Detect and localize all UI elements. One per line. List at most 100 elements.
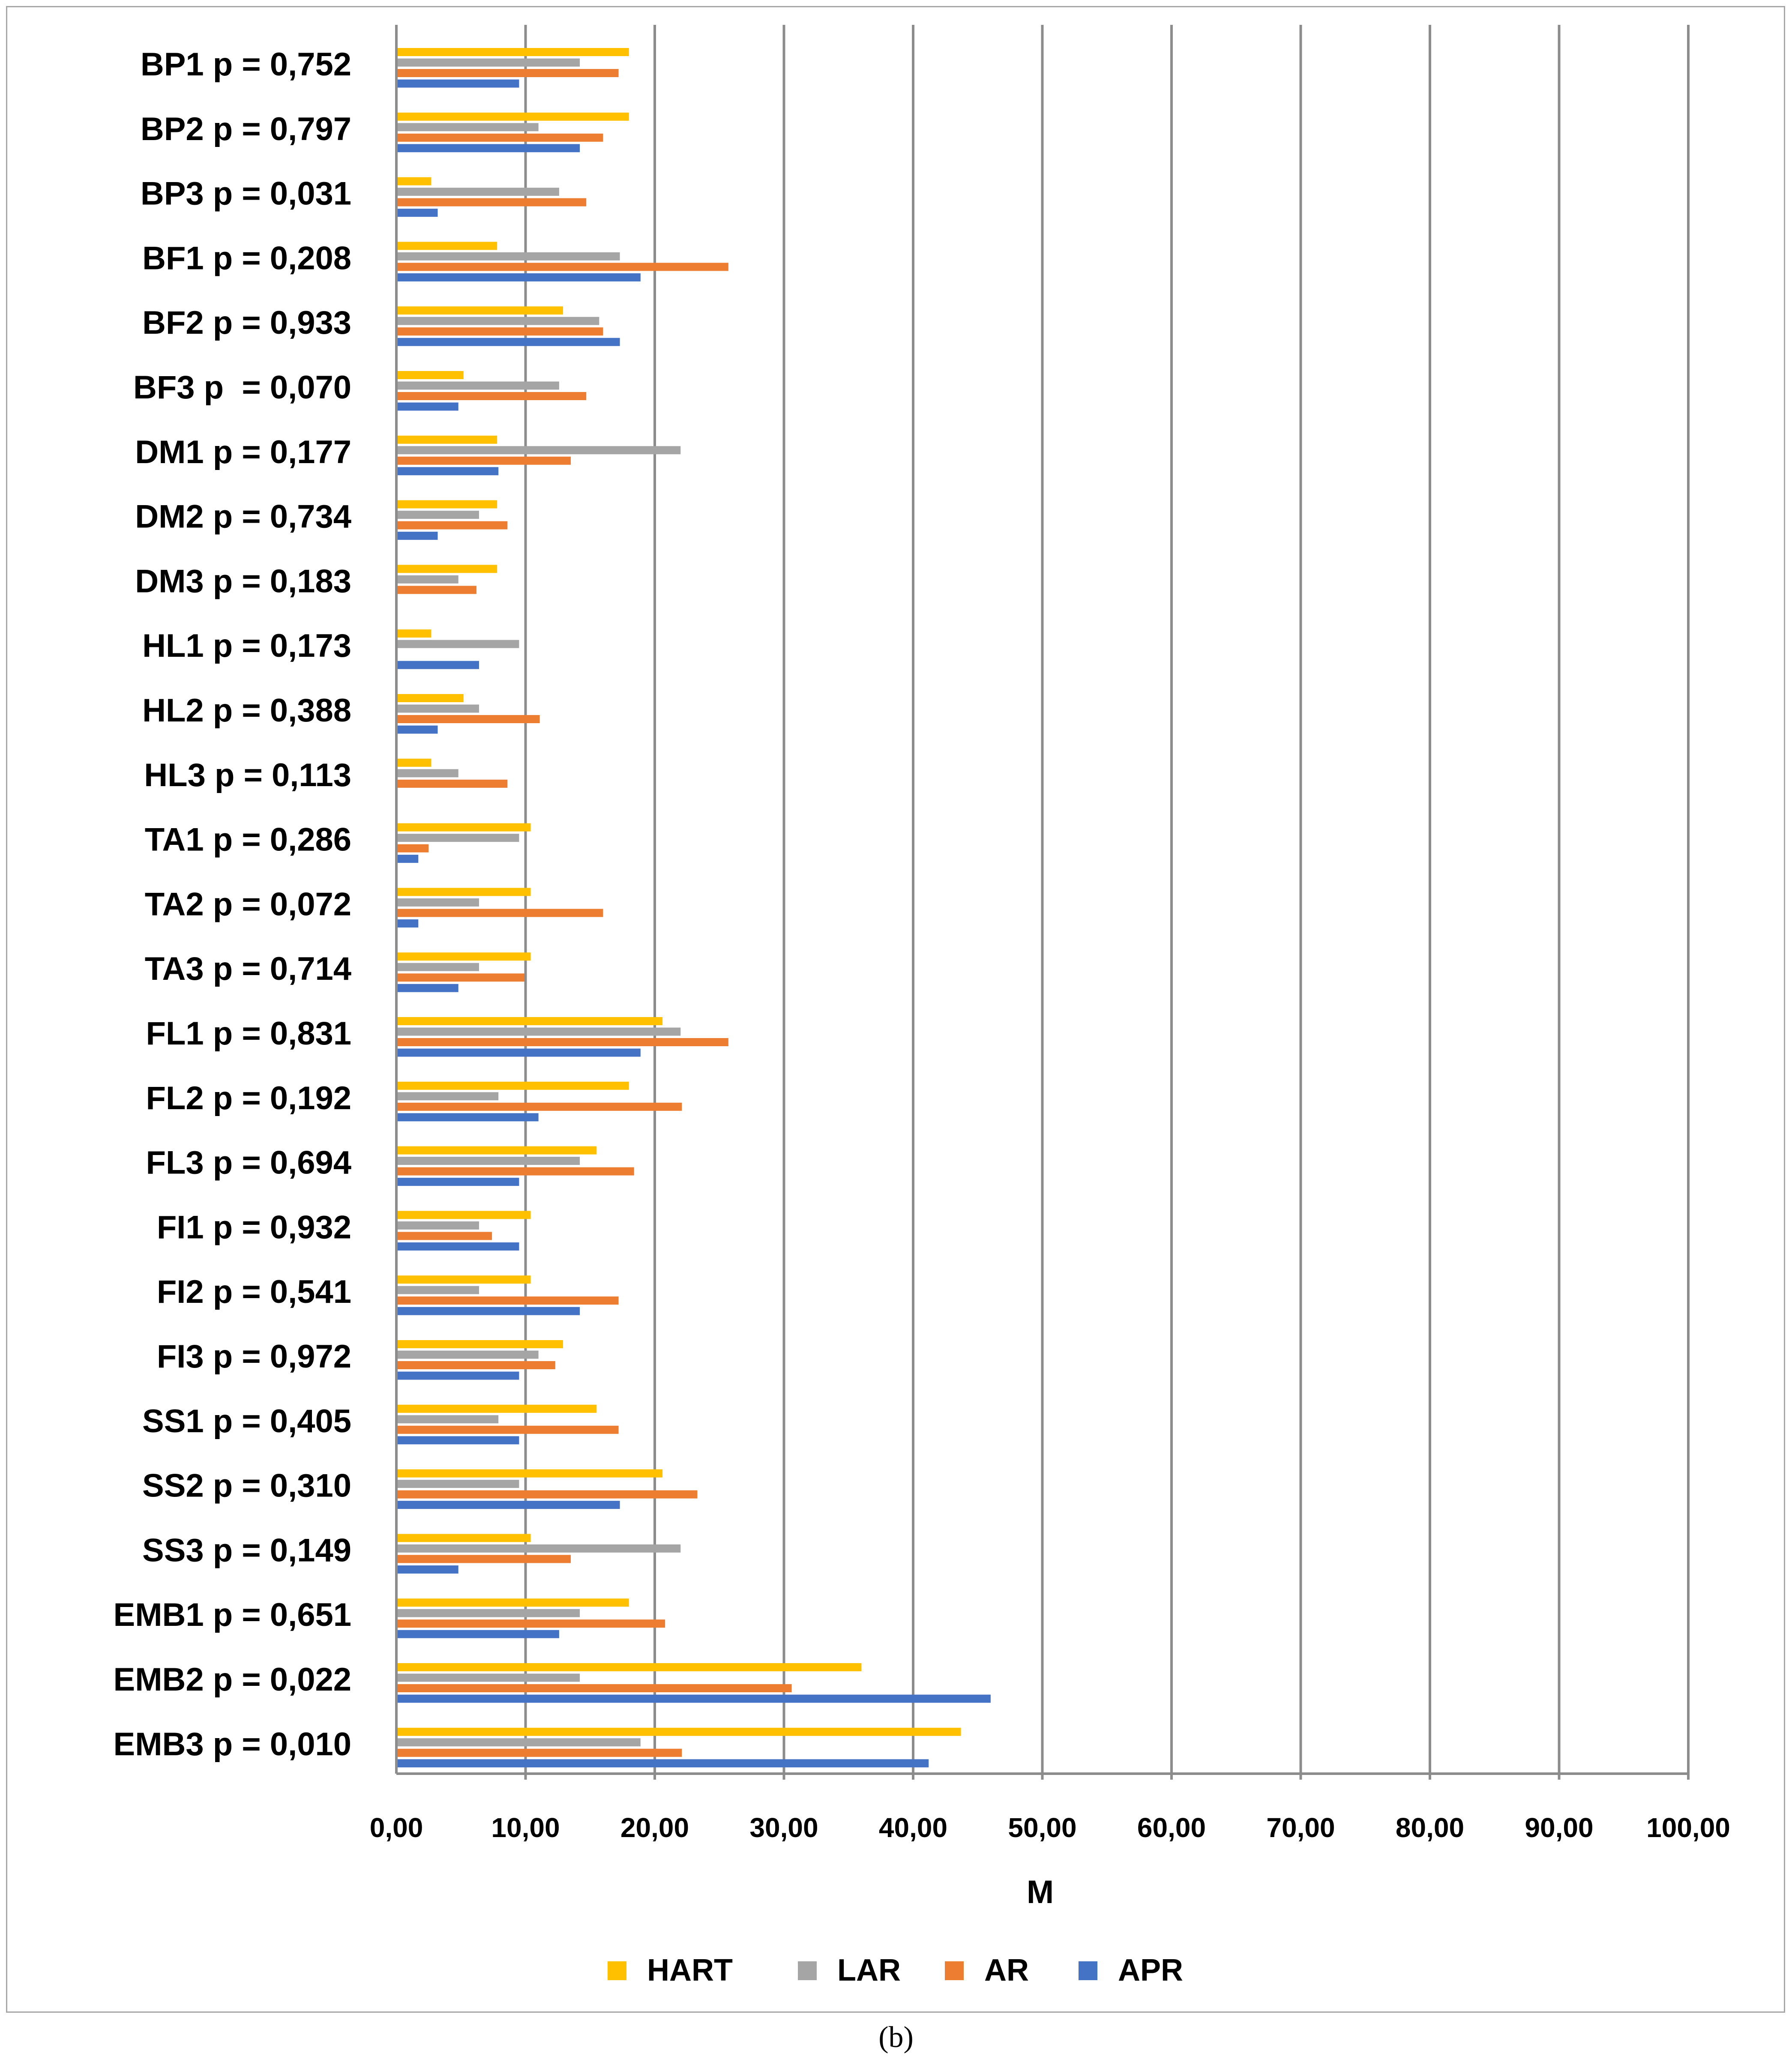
- category-label: TA1 p = 0,286: [145, 822, 351, 858]
- bar-hart: [398, 500, 497, 509]
- x-tick-label: 80,00: [1396, 1812, 1464, 1843]
- bar-ar: [398, 198, 587, 206]
- bar-lar: [398, 1286, 479, 1294]
- bar-hart: [398, 371, 464, 379]
- category-label: EMB3 p = 0,010: [114, 1726, 352, 1763]
- category-label: DM3 p = 0,183: [135, 563, 351, 599]
- bar-hart: [398, 823, 531, 832]
- bar-lar: [398, 704, 479, 713]
- legend-swatch-hart: [608, 1961, 626, 1980]
- legend-label-hart: HART: [647, 1953, 733, 1987]
- bar-apr: [398, 1694, 991, 1703]
- bar-lar: [398, 252, 620, 260]
- bar-ar: [398, 973, 524, 982]
- bar-lar: [398, 575, 458, 584]
- figure-caption: (b): [878, 2021, 914, 2054]
- category-label: BF1 p = 0,208: [142, 240, 351, 276]
- category-label: BF2 p = 0,933: [142, 305, 351, 341]
- legend-swatch-ar: [945, 1961, 964, 1980]
- bar-hart: [398, 48, 629, 56]
- bar-apr: [398, 1113, 539, 1122]
- bar-lar: [398, 1673, 580, 1682]
- x-tick-label: 50,00: [1008, 1812, 1076, 1843]
- bar-lar: [398, 188, 559, 196]
- bar-lar: [398, 1544, 681, 1553]
- bar-apr: [398, 209, 438, 217]
- bar-lar: [398, 769, 458, 778]
- bar-lar: [398, 1221, 479, 1230]
- bar-ar: [398, 392, 587, 400]
- x-tick-labels: 0,00 10,00 20,00 30,00 40,00 50,00 60,00 70,00 8…: [370, 1812, 1730, 1843]
- legend-swatch-apr: [1079, 1961, 1097, 1980]
- category-label: EMB2 p = 0,022: [114, 1661, 352, 1698]
- bar-hart: [398, 1404, 597, 1413]
- bar-lar: [398, 1350, 539, 1359]
- bar-apr: [398, 1565, 458, 1574]
- bar-hart: [398, 1534, 531, 1542]
- bar-lar: [398, 1480, 519, 1488]
- bar-lar: [398, 317, 599, 325]
- bar-hart: [398, 242, 497, 250]
- bar-lar: [398, 1738, 641, 1747]
- bar-lar: [398, 898, 479, 907]
- bar-ar: [398, 1684, 792, 1692]
- bar-lar: [398, 834, 519, 842]
- bar-ar: [398, 1425, 619, 1434]
- legend: HART LAR AR APR: [608, 1953, 1183, 1987]
- bar-hart: [398, 1663, 862, 1671]
- bar-apr: [398, 661, 479, 669]
- x-tick-label: 70,00: [1266, 1812, 1335, 1843]
- bar-ar: [398, 779, 508, 788]
- category-label: SS3 p = 0,149: [142, 1532, 351, 1568]
- bar-hart: [398, 1340, 563, 1348]
- bar-hart: [398, 1017, 663, 1025]
- category-label: TA2 p = 0,072: [145, 886, 351, 922]
- bar-apr: [398, 1436, 519, 1445]
- x-axis-title: M: [1027, 1874, 1054, 1910]
- category-label: FL1 p = 0,831: [146, 1015, 351, 1052]
- category-label: FL3 p = 0,694: [146, 1145, 351, 1181]
- bar-hart: [398, 629, 432, 638]
- bar-ar: [398, 521, 508, 530]
- x-tick-label: 90,00: [1525, 1812, 1593, 1843]
- bar-ar: [398, 133, 603, 142]
- axes: [395, 25, 1690, 1780]
- bar-hart: [398, 1727, 961, 1736]
- bar-apr: [398, 1242, 519, 1251]
- category-label: BP2 p = 0,797: [141, 111, 351, 147]
- legend-label-apr: APR: [1118, 1953, 1183, 1987]
- gridlines: [524, 25, 1690, 1774]
- bar-apr: [398, 79, 519, 88]
- bar-hart: [398, 177, 432, 186]
- bar-ar: [398, 909, 603, 917]
- category-label: HL2 p = 0,388: [142, 692, 351, 729]
- bar-lar: [398, 1609, 580, 1617]
- bar-hart: [398, 435, 497, 444]
- bar-hart: [398, 888, 531, 896]
- bar-apr: [398, 919, 419, 928]
- x-tick-label: 20,00: [620, 1812, 689, 1843]
- bar-apr: [398, 984, 458, 992]
- bar-hart: [398, 952, 531, 961]
- bar-apr: [398, 144, 580, 153]
- bar-lar: [398, 58, 580, 67]
- category-label: SS2 p = 0,310: [142, 1468, 351, 1504]
- bar-hart: [398, 1598, 629, 1607]
- bar-apr: [398, 1501, 620, 1509]
- bar-lar: [398, 1415, 499, 1424]
- category-label: HL1 p = 0,173: [142, 628, 351, 664]
- bar-hart: [398, 306, 563, 315]
- bar-ar: [398, 1619, 665, 1628]
- bar-lar: [398, 381, 559, 390]
- legend-label-lar: LAR: [837, 1953, 901, 1987]
- bar-lar: [398, 963, 479, 971]
- bar-ar: [398, 1102, 682, 1111]
- bar-hart: [398, 1469, 663, 1478]
- bar-ar: [398, 1490, 698, 1499]
- bar-lar: [398, 123, 539, 132]
- bars: [398, 48, 991, 1768]
- x-tick-label: 0,00: [370, 1812, 423, 1843]
- bar-ar: [398, 1167, 634, 1176]
- x-tick-label: 10,00: [491, 1812, 560, 1843]
- category-label: TA3 p = 0,714: [145, 951, 351, 987]
